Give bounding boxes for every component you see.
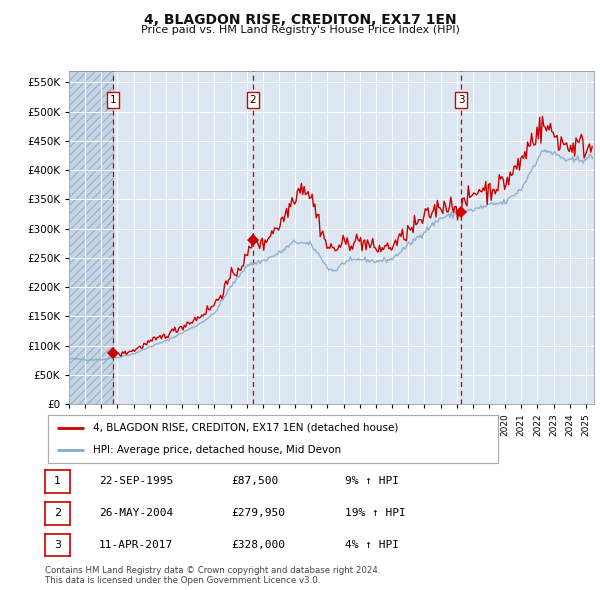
Text: 4, BLAGDON RISE, CREDITON, EX17 1EN (detached house): 4, BLAGDON RISE, CREDITON, EX17 1EN (det…	[93, 423, 398, 433]
Text: Price paid vs. HM Land Registry's House Price Index (HPI): Price paid vs. HM Land Registry's House …	[140, 25, 460, 35]
Text: £279,950: £279,950	[231, 509, 285, 518]
Text: 11-APR-2017: 11-APR-2017	[99, 540, 173, 550]
Bar	[69, 71, 113, 404]
Text: HPI: Average price, detached house, Mid Devon: HPI: Average price, detached house, Mid …	[93, 445, 341, 455]
Text: 19% ↑ HPI: 19% ↑ HPI	[345, 509, 406, 518]
Text: 4% ↑ HPI: 4% ↑ HPI	[345, 540, 399, 550]
Text: 2: 2	[250, 95, 256, 105]
Text: £87,500: £87,500	[231, 477, 278, 486]
Text: 3: 3	[54, 540, 61, 550]
Text: 22-SEP-1995: 22-SEP-1995	[99, 477, 173, 486]
Text: 1: 1	[54, 477, 61, 486]
Text: 26-MAY-2004: 26-MAY-2004	[99, 509, 173, 518]
Text: 4, BLAGDON RISE, CREDITON, EX17 1EN: 4, BLAGDON RISE, CREDITON, EX17 1EN	[143, 13, 457, 27]
Text: 3: 3	[458, 95, 464, 105]
Text: Contains HM Land Registry data © Crown copyright and database right 2024.
This d: Contains HM Land Registry data © Crown c…	[45, 566, 380, 585]
Text: 9% ↑ HPI: 9% ↑ HPI	[345, 477, 399, 486]
Text: £328,000: £328,000	[231, 540, 285, 550]
Text: 2: 2	[54, 509, 61, 518]
Text: 1: 1	[110, 95, 116, 105]
